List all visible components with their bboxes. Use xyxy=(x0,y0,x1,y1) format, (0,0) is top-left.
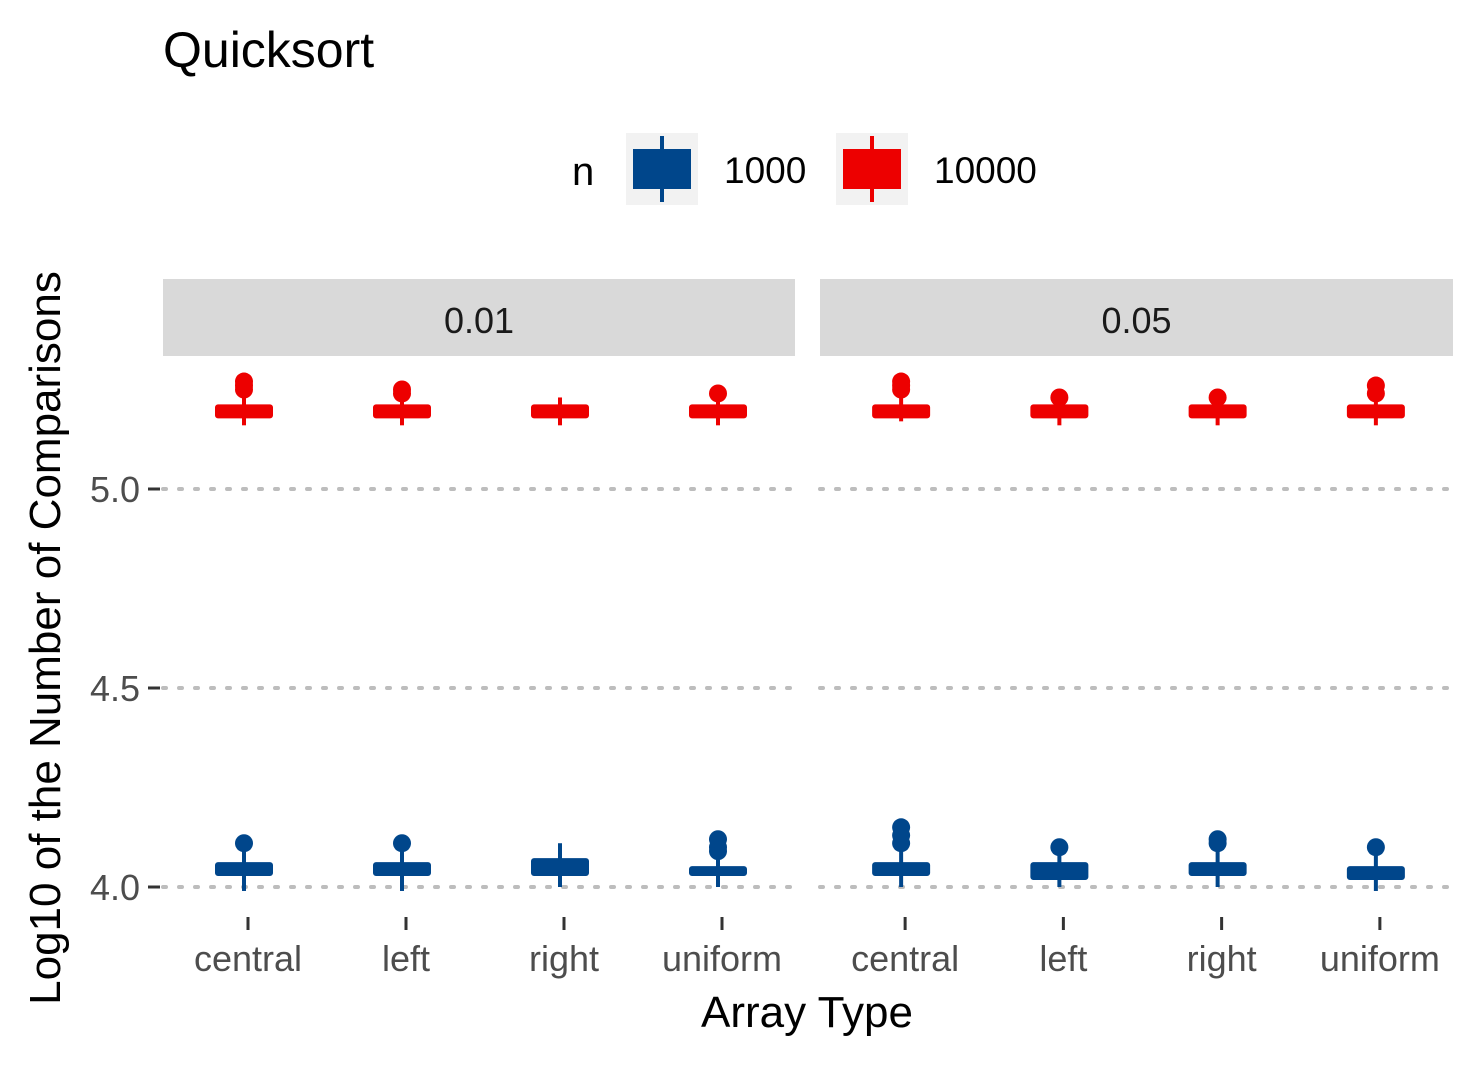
x-tick-label-left: left xyxy=(1039,938,1087,979)
box xyxy=(1188,862,1247,877)
y-tick-label: 5.0 xyxy=(90,469,140,510)
y-tick-label: 4.5 xyxy=(90,668,140,709)
box xyxy=(531,404,589,419)
outlier-point xyxy=(1208,830,1227,849)
box-0.01-central-1000 xyxy=(215,834,273,891)
facet-label-0.05: 0.05 xyxy=(1101,300,1171,341)
y-axis-title: Log10 of the Number of Comparisons xyxy=(21,271,70,1005)
box-0.01-uniform-10000 xyxy=(689,384,747,426)
box-0.05-central-10000 xyxy=(872,372,931,422)
facet-label-0.01: 0.01 xyxy=(444,300,514,341)
box-0.01-central-10000 xyxy=(215,372,273,426)
facet-strip-0.05 xyxy=(820,279,1453,356)
legend-label-10000: 10000 xyxy=(934,150,1037,191)
outlier-point xyxy=(1208,388,1227,407)
outlier-point xyxy=(892,372,911,391)
box xyxy=(215,404,273,419)
x-tick-label-uniform: uniform xyxy=(1320,938,1440,979)
outlier-point xyxy=(709,830,727,849)
box xyxy=(373,404,431,419)
x-tick-label-left: left xyxy=(382,938,430,979)
box-0.05-uniform-1000 xyxy=(1346,838,1405,891)
box-0.05-left-10000 xyxy=(1030,388,1089,426)
x-tick-label-uniform: uniform xyxy=(662,938,782,979)
x-tick-label-right: right xyxy=(1187,938,1257,979)
legend-key-box xyxy=(843,149,901,189)
box xyxy=(1030,404,1089,419)
box-0.05-right-10000 xyxy=(1188,388,1247,426)
outlier-point xyxy=(393,380,411,399)
legend-label-1000: 1000 xyxy=(724,150,806,191)
box-0.01-right-1000 xyxy=(531,843,589,887)
x-tick-label-right: right xyxy=(529,938,599,979)
x-tick-label-central: central xyxy=(851,938,959,979)
chart-title: Quicksort xyxy=(163,22,374,78)
x-tick-label-central: central xyxy=(194,938,302,979)
x-axis-title: Array Type xyxy=(701,988,913,1037)
box-0.01-uniform-1000 xyxy=(689,830,747,887)
box xyxy=(689,404,747,419)
box-0.01-left-1000 xyxy=(373,834,431,891)
box-0.05-central-1000 xyxy=(872,818,931,887)
legend-key-1000: 1000 xyxy=(626,133,806,205)
box xyxy=(1346,404,1405,419)
box-0.05-uniform-10000 xyxy=(1346,376,1405,426)
outlier-point xyxy=(235,834,253,853)
legend-key-box xyxy=(633,149,691,189)
outlier-point xyxy=(1050,838,1069,857)
box-0.05-right-1000 xyxy=(1188,830,1247,887)
box-0.01-left-10000 xyxy=(373,380,431,426)
outlier-point xyxy=(1366,376,1385,395)
outlier-point xyxy=(393,834,411,853)
box xyxy=(872,404,931,419)
outlier-point xyxy=(709,384,727,403)
box xyxy=(215,862,273,877)
legend-key-10000: 10000 xyxy=(836,133,1037,205)
legend-title: n xyxy=(572,150,594,194)
box-0.05-left-1000 xyxy=(1030,838,1089,887)
box xyxy=(1346,866,1405,881)
box xyxy=(373,862,431,877)
outlier-point xyxy=(1050,388,1069,407)
outlier-point xyxy=(235,372,253,391)
outlier-point xyxy=(1366,838,1385,857)
box xyxy=(1188,404,1247,419)
box xyxy=(872,862,931,877)
y-tick-label: 4.0 xyxy=(90,867,140,908)
outlier-point xyxy=(892,818,911,837)
facet-strip-0.01 xyxy=(163,279,795,356)
legend: n 1000 10000 xyxy=(572,133,1037,205)
box-0.01-right-10000 xyxy=(531,397,589,426)
